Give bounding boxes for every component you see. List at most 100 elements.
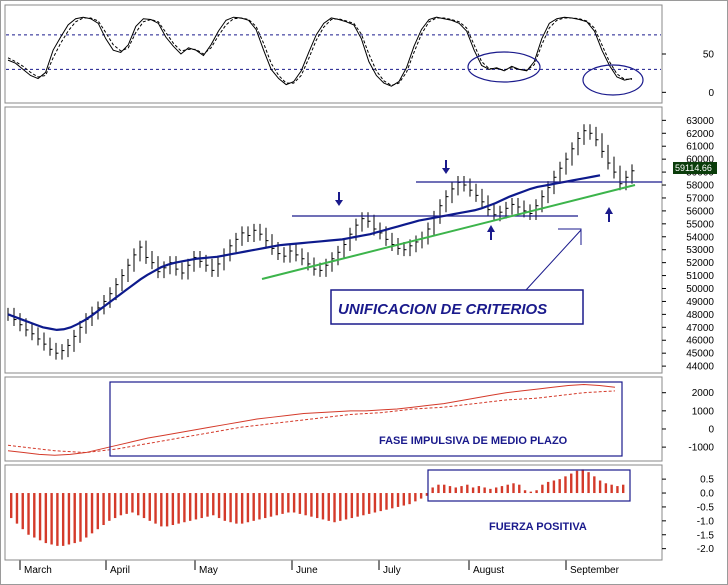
histogram-bar-94 bbox=[552, 480, 556, 494]
histogram-bar-85 bbox=[500, 486, 504, 494]
medium-tick-label-2: 1000 bbox=[692, 406, 715, 417]
histogram-bar-10 bbox=[67, 493, 71, 545]
histogram-bar-28 bbox=[171, 493, 175, 526]
histogram-bar-11 bbox=[73, 493, 76, 544]
histogram-bar-0 bbox=[10, 493, 13, 519]
histogram-bar-16 bbox=[102, 493, 105, 526]
histogram-bar-56 bbox=[333, 493, 336, 523]
histogram-bar-2 bbox=[21, 493, 24, 530]
price-tick-label-2: 46000 bbox=[686, 336, 714, 347]
price-tick-label-7: 51000 bbox=[686, 271, 714, 282]
histogram-bar-47 bbox=[281, 493, 284, 514]
histogram-bar-67 bbox=[396, 493, 400, 507]
price-tick-label-4: 48000 bbox=[686, 310, 714, 321]
histogram-bar-97 bbox=[570, 473, 573, 494]
histogram-bar-36 bbox=[217, 493, 221, 519]
histogram-bar-89 bbox=[523, 490, 527, 494]
medium-tick-label-0: -1000 bbox=[688, 443, 714, 454]
histogram-bar-90 bbox=[529, 491, 533, 494]
histogram-bar-80 bbox=[471, 487, 475, 494]
price-tick-label-1: 45000 bbox=[686, 349, 714, 360]
histogram-bar-78 bbox=[460, 486, 463, 494]
histogram-bar-34 bbox=[206, 493, 209, 517]
histogram-bar-8 bbox=[56, 493, 59, 546]
histogram-bar-27 bbox=[165, 493, 169, 527]
stochastic-panel bbox=[4, 4, 663, 104]
month-label-5: August bbox=[473, 565, 504, 576]
fuerza-label: FUERZA POSITIVA bbox=[489, 521, 587, 533]
histogram-bar-87 bbox=[512, 483, 515, 494]
histogram-bar-32 bbox=[194, 493, 198, 520]
histogram-bar-38 bbox=[229, 493, 232, 523]
histogram-bar-58 bbox=[344, 493, 348, 520]
histogram-bar-63 bbox=[373, 493, 377, 513]
histogram-bar-68 bbox=[402, 493, 406, 506]
histogram-series bbox=[10, 469, 625, 546]
price-tick-label-14: 58000 bbox=[686, 181, 714, 192]
month-label-0: March bbox=[24, 565, 52, 576]
histogram-bar-29 bbox=[177, 493, 180, 524]
fuerza-box bbox=[427, 469, 631, 502]
fase-label: FASE IMPULSIVA DE MEDIO PLAZO bbox=[379, 435, 568, 447]
histogram-bar-3 bbox=[27, 493, 30, 535]
price-tick-label-16: 60000 bbox=[686, 155, 714, 166]
oversold-circle-august bbox=[467, 51, 541, 83]
histogram-bar-100 bbox=[587, 472, 590, 494]
price-tick-label-3: 47000 bbox=[686, 323, 714, 334]
histogram-bar-105 bbox=[616, 486, 619, 494]
moving-average-line bbox=[7, 174, 601, 332]
price-tick-label-6: 50000 bbox=[686, 284, 714, 295]
histogram-bar-88 bbox=[518, 484, 521, 494]
axis-ticks: 0 50 44000 45000 46000 47000 48000 49000 50000 51… bbox=[662, 50, 715, 555]
histogram-bar-59 bbox=[350, 493, 354, 519]
histogram-bar-75 bbox=[443, 484, 446, 494]
histogram-bar-7 bbox=[50, 493, 53, 545]
month-label-3: June bbox=[296, 565, 318, 576]
hist-tick-label-5: 0.5 bbox=[700, 475, 714, 486]
histogram-bar-53 bbox=[316, 493, 319, 519]
histogram-bar-73 bbox=[431, 487, 434, 494]
histogram-bar-93 bbox=[546, 481, 550, 494]
histogram-bar-31 bbox=[188, 493, 192, 521]
histogram-bar-106 bbox=[622, 484, 625, 494]
month-label-4: July bbox=[383, 565, 401, 576]
medium-tick-label-3: 2000 bbox=[692, 388, 715, 399]
histogram-bar-9 bbox=[61, 493, 65, 546]
histogram-bar-12 bbox=[79, 493, 82, 542]
down-arrow-june bbox=[335, 192, 343, 206]
histogram-bar-101 bbox=[593, 476, 596, 494]
unificacion-label: UNIFICACION DE CRITERIOS bbox=[338, 301, 547, 318]
histogram-bar-37 bbox=[223, 493, 227, 521]
oversold-circle-september bbox=[582, 64, 644, 96]
histogram-bar-49 bbox=[292, 493, 296, 513]
histogram-bar-72 bbox=[425, 493, 429, 496]
histogram-bar-17 bbox=[108, 493, 111, 521]
price-tick-label-10: 54000 bbox=[686, 232, 714, 243]
stochastic-line-0 bbox=[7, 16, 633, 87]
hist-tick-label-4: 0.0 bbox=[700, 489, 714, 500]
histogram-bar-69 bbox=[408, 493, 411, 505]
histogram-bar-99 bbox=[581, 469, 584, 494]
histogram-bar-19 bbox=[119, 493, 123, 516]
histogram-bar-15 bbox=[96, 493, 100, 530]
medium-term-panel bbox=[4, 376, 663, 462]
stoch-tick-label-0: 0 bbox=[708, 88, 714, 99]
unificacion-arrowhead bbox=[558, 228, 582, 245]
medium-term-line-0 bbox=[7, 384, 616, 456]
histogram-bar-26 bbox=[160, 493, 163, 527]
month-label-1: April bbox=[110, 565, 130, 576]
histogram-bar-21 bbox=[131, 493, 134, 513]
histogram-bar-30 bbox=[183, 493, 186, 523]
price-series bbox=[7, 124, 635, 360]
histogram-bar-18 bbox=[113, 493, 117, 519]
histogram-bar-55 bbox=[327, 493, 330, 521]
histogram-bar-22 bbox=[137, 493, 140, 516]
histogram-bar-6 bbox=[44, 493, 48, 544]
histogram-bar-46 bbox=[275, 493, 278, 516]
histogram-bar-74 bbox=[437, 484, 440, 494]
histogram-bar-4 bbox=[33, 493, 36, 538]
histogram-bar-50 bbox=[298, 493, 302, 514]
histogram-bar-5 bbox=[38, 493, 42, 541]
support-trendline bbox=[261, 184, 636, 280]
